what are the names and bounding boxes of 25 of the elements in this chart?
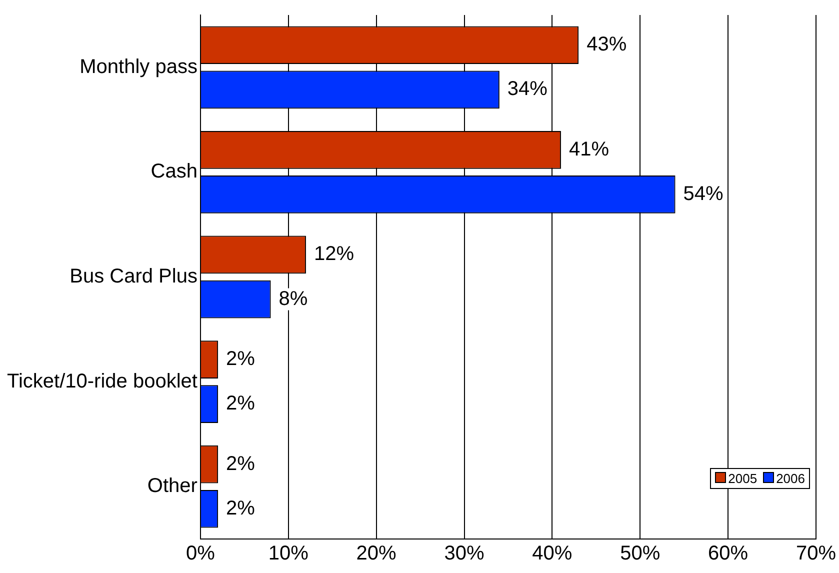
y-tick-label: Other: [147, 475, 198, 498]
y-tick-label: Cash: [150, 160, 198, 183]
data-label: 43%: [586, 34, 627, 56]
x-tick-label: 10%: [268, 542, 309, 565]
legend-label: 2005: [727, 471, 758, 486]
data-label: 2%: [226, 497, 256, 520]
y-tick-label: Bus Card Plus: [70, 266, 198, 288]
x-tick-label: 50%: [620, 542, 660, 565]
data-label: 34%: [507, 78, 548, 100]
x-tick-label: 70%: [796, 542, 836, 565]
y-tick-label: Ticket/10-ride booklet: [6, 370, 198, 392]
data-label: 2%: [226, 348, 256, 370]
legend-label: 2006: [775, 471, 805, 486]
data-label: 41%: [568, 138, 610, 160]
data-label: 12%: [314, 243, 354, 266]
x-tick-label: 0%: [186, 542, 216, 565]
data-label: 8%: [278, 288, 308, 310]
data-label: 2%: [226, 392, 256, 415]
x-tick-label: 40%: [532, 542, 572, 565]
data-label: 2%: [226, 452, 256, 475]
x-tick-label: 20%: [356, 542, 397, 565]
x-tick-label: 30%: [444, 542, 484, 565]
data-label: 54%: [683, 182, 724, 205]
x-tick-label: 60%: [708, 542, 748, 565]
y-tick-label: Monthly pass: [80, 56, 198, 78]
